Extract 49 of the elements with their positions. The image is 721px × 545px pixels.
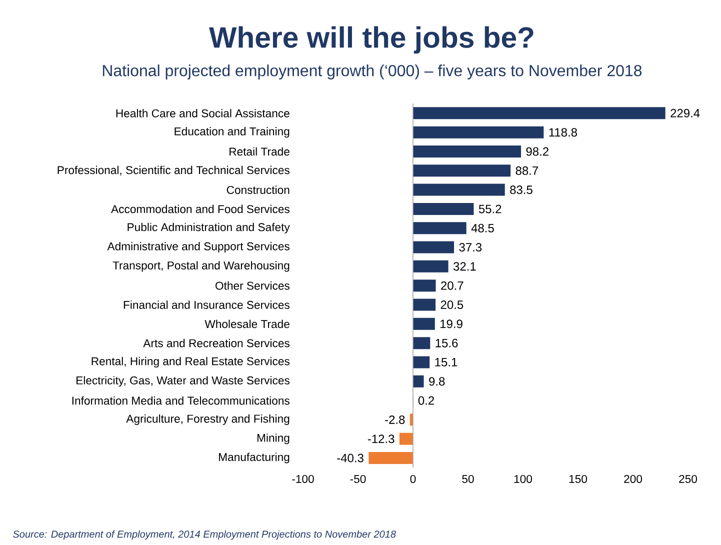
data-label: -12.3 xyxy=(368,434,394,444)
y-tick-label: Transport, Postal and Warehousing xyxy=(112,261,290,272)
y-tick-label: Electricity, Gas, Water and Waste Services xyxy=(76,376,290,387)
data-label: 0.2 xyxy=(418,396,434,405)
x-tick-label: 150 xyxy=(569,474,587,483)
data-label: 9.8 xyxy=(429,377,445,386)
y-tick-label: Retail Trade xyxy=(230,147,290,156)
x-tick-label: 50 xyxy=(462,474,474,483)
y-tick-label: Wholesale Trade xyxy=(204,320,290,328)
y-tick-label: Financial and Insurance Services xyxy=(124,300,290,309)
y-tick-label: Education and Training xyxy=(174,127,290,138)
x-tick-label: 250 xyxy=(679,474,697,483)
data-label: 37.3 xyxy=(459,243,482,252)
y-tick-label: Agriculture, Forestry and Fishing xyxy=(126,414,290,425)
y-tick-label: Rental, Hiring and Real Estate Services xyxy=(92,356,290,368)
data-label: -2.8 xyxy=(385,415,405,424)
y-tick-label: Mining xyxy=(257,434,290,444)
y-tick-label: Administrative and Support Services xyxy=(107,242,290,253)
data-label: 19.9 xyxy=(440,320,462,328)
y-tick-label: Construction xyxy=(226,186,290,194)
data-label: 88.7 xyxy=(516,166,538,175)
y-tick-label: Accommodation and Food Services xyxy=(111,204,290,214)
x-tick-label: -100 xyxy=(292,474,314,483)
data-label: 20.5 xyxy=(440,300,464,310)
source-note: Source: Department of Employment, 2014 Employment Projections to November 2018 xyxy=(13,530,396,540)
x-tick-label: 100 xyxy=(514,474,532,483)
data-label: 20.7 xyxy=(441,281,464,290)
data-label: 15.6 xyxy=(436,338,458,348)
y-tick-label: Arts and Recreation Services xyxy=(143,338,290,348)
x-tick-label: -50 xyxy=(350,474,366,483)
data-label: 48.5 xyxy=(471,224,494,232)
y-tick-label: Public Administration and Safety xyxy=(128,222,290,234)
data-label: 118.8 xyxy=(549,128,577,137)
chart-subtitle: National projected employment growth (‘000) – five years to November 2018 xyxy=(102,64,642,80)
data-label: 229.4 xyxy=(670,108,700,118)
chart-title: Where will the jobs be? xyxy=(209,26,534,54)
data-label: 32.1 xyxy=(453,262,476,271)
data-label: 15.1 xyxy=(435,358,458,366)
y-tick-label: Other Services xyxy=(216,281,290,290)
data-label: 83.5 xyxy=(510,186,532,194)
x-tick-label: 200 xyxy=(624,474,642,483)
data-label: 98.2 xyxy=(526,147,548,156)
data-label: -40.3 xyxy=(337,454,364,462)
y-tick-label: Health Care and Social Assistance xyxy=(116,109,290,118)
y-tick-label: Information Media and Telecommunications xyxy=(72,396,290,405)
y-tick-label: Professional, Scientific and Technical Services xyxy=(58,166,290,176)
data-label: 55.2 xyxy=(478,204,502,214)
y-tick-label: Manufacturing xyxy=(219,452,290,464)
x-tick-label: 0 xyxy=(410,474,416,483)
